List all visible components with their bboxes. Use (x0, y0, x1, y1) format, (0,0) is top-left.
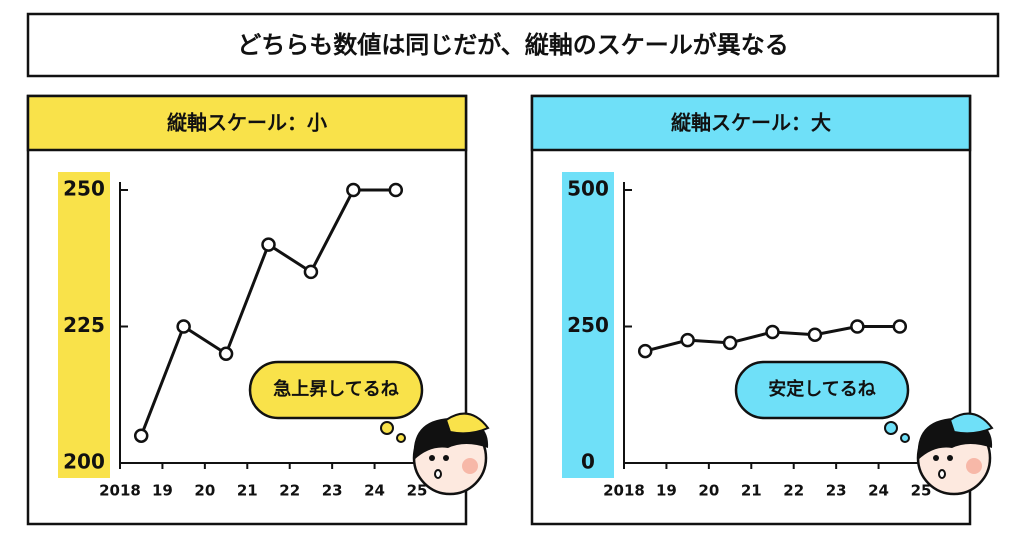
x-tick-label: 25 (911, 482, 932, 500)
speech-text: 安定してるね (768, 378, 875, 400)
y-tick-label: 250 (63, 177, 105, 201)
x-tick-label: 24 (364, 482, 385, 500)
x-tick-label: 21 (237, 482, 258, 500)
panel-header (530, 94, 972, 152)
y-tick-label: 200 (63, 450, 105, 474)
x-tick-label: 19 (656, 482, 677, 500)
point (807, 327, 823, 342)
x-tick-label: 21 (741, 482, 762, 500)
x-tick-label: 23 (322, 482, 343, 500)
point (261, 237, 276, 252)
speech-bubble (734, 360, 910, 420)
point (303, 264, 319, 280)
mouth (434, 469, 442, 479)
point (722, 335, 738, 351)
eye (429, 455, 435, 461)
y-axis-band (562, 172, 614, 478)
x-tick-label: 20 (194, 482, 215, 500)
panel-title: 縦軸スケール：小 (167, 111, 327, 135)
y-tick-label: 500 (567, 177, 609, 201)
x-tick-label: 24 (868, 482, 889, 500)
main-title: どちらも数値は同じだが、縦軸のスケールが異なる (237, 31, 789, 59)
x-tick-label: 2018 (603, 482, 645, 500)
x-tick-label: 2018 (99, 482, 141, 500)
x-tick-label: 19 (152, 482, 173, 500)
y-tick-label: 250 (567, 313, 609, 337)
y-tick-label: 225 (63, 313, 105, 337)
eye (933, 455, 939, 461)
hair-tint (948, 412, 994, 435)
mouth (938, 469, 946, 479)
cheek (966, 458, 982, 474)
point (680, 332, 695, 348)
point (892, 319, 908, 334)
point (176, 319, 191, 334)
bubble-dot (884, 421, 898, 435)
point (765, 324, 780, 340)
y-axis-band (58, 172, 110, 478)
eye (443, 455, 449, 461)
x-tick-label: 23 (826, 482, 847, 500)
bubble-dot (900, 433, 910, 443)
point (346, 182, 361, 198)
y-tick-label: 0 (581, 450, 595, 474)
point (218, 346, 234, 362)
bubble-dot (396, 433, 406, 443)
x-tick-label: 20 (698, 482, 719, 500)
point (133, 428, 149, 443)
panel-title: 縦軸スケール：大 (671, 111, 831, 135)
cheek (462, 458, 478, 474)
title-box (26, 12, 1000, 78)
point (388, 182, 404, 198)
bubble-dot (380, 421, 394, 435)
speech-text: 急上昇してるね (273, 378, 398, 400)
x-tick-label: 22 (783, 482, 804, 500)
point (637, 343, 653, 359)
x-tick-label: 22 (279, 482, 300, 500)
speech-bubble (248, 360, 424, 420)
hair-tint (444, 412, 490, 435)
point (850, 319, 865, 334)
eye (947, 455, 953, 461)
panel-header (26, 94, 468, 152)
x-tick-label: 25 (407, 482, 428, 500)
